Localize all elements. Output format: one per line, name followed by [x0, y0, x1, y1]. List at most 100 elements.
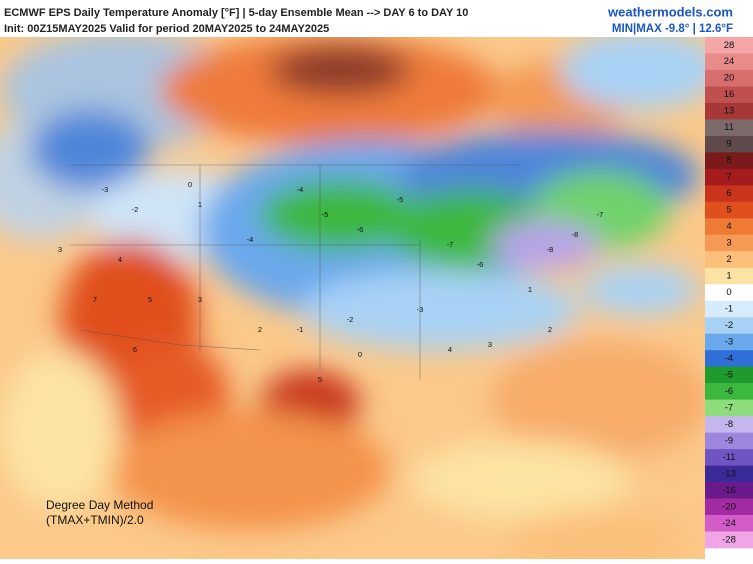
station-values: -3 -2 0 1 3 -4 -5 -6 -5 -7 -6 -8 -8 -7 4 5 7 6 3 2 -1 -2 -3 0 5 4…: [58, 180, 603, 384]
station-value: -6: [357, 225, 364, 234]
station-value: 1: [528, 285, 532, 294]
station-value: -3: [417, 305, 424, 314]
colorbar-cell: [705, 102, 753, 120]
station-value: -7: [597, 210, 604, 219]
colorbar-cell: [705, 465, 753, 483]
station-value: 3: [58, 245, 62, 254]
station-value: -5: [322, 210, 329, 219]
colorbar-cell: [705, 515, 753, 532]
colorbar-label: -16: [722, 485, 736, 496]
colorbar-cell: [705, 218, 753, 236]
colorbar-cell: [705, 251, 753, 269]
colorbar-label: 24: [724, 56, 735, 67]
colorbar-label: -6: [725, 386, 733, 397]
colorbar-label: 6: [726, 188, 731, 199]
colorbar-cell: [705, 383, 753, 400]
colorbar-cell: [705, 350, 753, 367]
colorbar-label: 8: [726, 155, 731, 166]
station-value: -5: [397, 195, 404, 204]
colorbar-label: 0: [726, 287, 731, 298]
station-value: -1: [297, 325, 304, 334]
colorbar-label: -13: [722, 468, 736, 479]
colorbar-cell: [705, 37, 753, 54]
station-value: 3: [488, 340, 492, 349]
station-value: 5: [318, 375, 322, 384]
colorbar-cell: [705, 201, 753, 219]
colorbar-label: 4: [726, 221, 731, 232]
colorbar-cell: [705, 498, 753, 516]
station-value: 2: [548, 325, 552, 334]
colorbar-cell: [705, 531, 753, 549]
map: [0, 37, 705, 559]
method-formula: (TMAX+TMIN)/2.0: [46, 513, 144, 527]
colorbar-label: -28: [722, 534, 736, 545]
colorbar-label: -1: [725, 303, 733, 314]
colorbar-cell: [705, 152, 753, 170]
station-value: -4: [247, 235, 254, 244]
station-value: -8: [547, 245, 554, 254]
colorbar-cell: [705, 168, 753, 186]
station-value: 2: [258, 325, 262, 334]
station-value: 6: [133, 345, 137, 354]
title: ECMWF EPS Daily Temperature Anomaly [°F]…: [4, 7, 468, 19]
colorbar-cell: [705, 69, 753, 87]
station-value: -2: [132, 205, 139, 214]
colorbar-cell: [705, 234, 753, 252]
station-value: 0: [358, 350, 362, 359]
station-value: 7: [93, 295, 97, 304]
colorbar-cell: [705, 135, 753, 153]
colorbar-label: -3: [725, 336, 733, 347]
colorbar-label: 20: [724, 73, 735, 84]
colorbar-label: 3: [726, 238, 731, 249]
colorbar-cell: [705, 482, 753, 499]
station-value: 1: [198, 200, 202, 209]
colorbar-label: -24: [722, 518, 736, 529]
colorbar-cell: [705, 300, 753, 318]
colorbar-cell: [705, 317, 753, 335]
colorbar-cell: [705, 333, 753, 351]
colorbar-label: 7: [726, 172, 731, 183]
colorbar-cell: [705, 366, 753, 384]
colorbar-label: -2: [725, 320, 733, 331]
station-value: -7: [447, 240, 454, 249]
min-max: MIN|MAX -9.8° | 12.6°F: [612, 23, 733, 35]
station-value: 4: [118, 255, 122, 264]
colorbar-label: -5: [725, 369, 733, 380]
colorbar-label: -4: [725, 353, 733, 364]
colorbar-cell: [705, 432, 753, 450]
colorbar-label: -7: [725, 402, 733, 413]
colorbar-label: 1: [726, 271, 731, 282]
station-value: 5: [148, 295, 152, 304]
colorbar-label: 16: [724, 89, 735, 100]
station-value: 4: [448, 345, 452, 354]
station-value: -6: [477, 260, 484, 269]
colorbar-cell: [705, 416, 753, 433]
colorbar-label: 2: [726, 254, 731, 265]
colorbar-label: 28: [724, 40, 735, 51]
colorbar-cell: [705, 86, 753, 104]
brand: weathermodels.com: [607, 4, 733, 19]
colorbar-cell: [705, 53, 753, 71]
colorbar-label: 9: [726, 139, 731, 150]
station-value: -8: [572, 230, 579, 239]
colorbar-label: -8: [725, 419, 733, 430]
colorbar-label: 13: [724, 106, 735, 117]
colorbar-cell: [705, 449, 753, 466]
station-value: -3: [102, 185, 109, 194]
colorbar-cell: [705, 119, 753, 137]
station-value: 3: [198, 295, 202, 304]
colorbar-label: -11: [722, 452, 735, 463]
subtitle: Init: 00Z15MAY2025 Valid for period 20MA…: [4, 23, 329, 35]
method-title: Degree Day Method: [46, 498, 153, 512]
station-value: -2: [347, 315, 354, 324]
colorbar-cell: [705, 185, 753, 203]
colorbar-label: -9: [725, 435, 733, 446]
colorbar-cell: [705, 399, 753, 417]
station-value: -4: [297, 185, 304, 194]
colorbar-cell: [705, 267, 753, 285]
colorbar-label: -20: [722, 501, 736, 512]
header-band: [0, 0, 753, 37]
colorbar-label: 11: [724, 122, 734, 133]
station-value: 0: [188, 180, 192, 189]
